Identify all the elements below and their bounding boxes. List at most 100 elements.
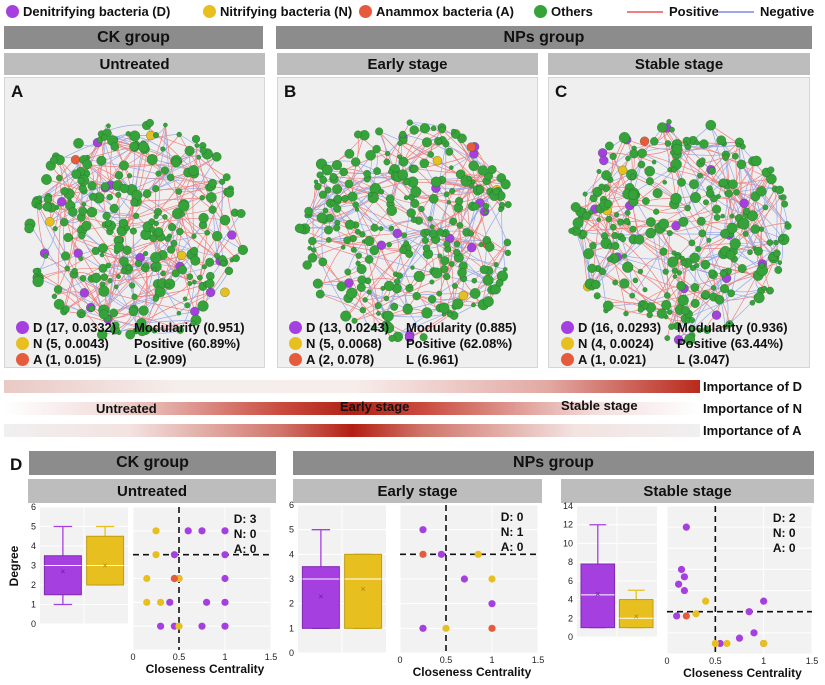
network-node-other	[716, 135, 727, 146]
stat-n-text: N (5, 0.0043)	[33, 336, 109, 351]
network-node-other	[728, 179, 738, 189]
legend-label: Nitrifying bacteria (N)	[220, 4, 353, 19]
network-node-other	[324, 225, 333, 235]
network-node-other	[653, 208, 660, 215]
network-node-other	[422, 244, 431, 252]
x-tick-label: 1.5	[806, 656, 819, 666]
network-node-other	[664, 335, 671, 341]
network-node-other	[110, 142, 120, 151]
network-node-nitrifying	[220, 287, 230, 297]
scatter-point-n	[711, 639, 719, 648]
network-node-other	[409, 125, 419, 135]
network-node-other	[125, 131, 131, 137]
network-node-other	[678, 216, 689, 227]
box-plot-untreated: 0 1 2 3 4 5 6 × ×	[31, 502, 128, 629]
network-node-other	[657, 122, 668, 133]
network-node-other	[383, 158, 391, 166]
stat-d-c: D (16, 0.0293)	[561, 320, 661, 335]
network-edge	[474, 242, 508, 281]
stat-a-text: A (2, 0.078)	[306, 352, 375, 367]
box-plot-early-stage: 0 1 2 3 4 5 6 × ×	[289, 500, 386, 658]
y-tick-label: 6	[289, 500, 294, 510]
network-node-other	[312, 278, 323, 289]
legend-dot-icon	[203, 5, 216, 18]
network-node-other	[781, 200, 789, 208]
network-node-other	[659, 247, 668, 256]
network-panel-a: A	[4, 77, 265, 368]
network-node-other	[492, 187, 500, 196]
panel-letter-b: B	[284, 82, 297, 101]
network-node-other	[713, 214, 721, 221]
network-node-other	[598, 183, 605, 190]
network-node-nitrifying	[177, 250, 187, 261]
scatter-point-n	[488, 575, 496, 583]
network-node-other	[749, 300, 756, 306]
network-node-other	[383, 280, 395, 292]
network-node-other	[43, 253, 49, 259]
box-mean-marker: ×	[595, 589, 600, 599]
network-edge	[620, 221, 675, 254]
network-node-other	[339, 167, 348, 177]
network-edge	[604, 170, 624, 237]
scatter-point-n	[474, 550, 482, 558]
network-node-other	[366, 289, 372, 295]
network-edge	[356, 209, 427, 249]
network-node-other	[402, 304, 413, 315]
network-edge	[697, 183, 723, 250]
network-node-other	[708, 269, 716, 277]
network-node-other	[589, 242, 597, 250]
network-edge	[178, 134, 212, 187]
y-tick-label: 10	[563, 538, 573, 548]
network-node-other	[171, 157, 181, 168]
network-node-other	[63, 232, 73, 243]
stat-a-text: A (1, 0.015)	[33, 352, 102, 367]
network-node-other	[453, 248, 461, 256]
network-node-other	[61, 251, 71, 261]
legend-dot-icon	[6, 5, 19, 18]
network-node-other	[388, 334, 396, 342]
box-mean-marker: ×	[102, 561, 107, 571]
network-node-other	[669, 126, 675, 133]
scatter-point-n	[143, 574, 151, 583]
network-edge	[749, 189, 781, 253]
legend-item-denitrifying-bacteria-d: Denitrifying bacteria (D)	[6, 4, 170, 19]
network-node-other	[629, 225, 637, 233]
d-early-header: Early stage	[293, 479, 542, 503]
network-node-other	[205, 279, 215, 289]
network-node-other	[394, 278, 401, 285]
scatter-point-d	[675, 580, 683, 588]
network-node-other	[153, 213, 159, 220]
d-nps-group-banner: NPs group	[293, 451, 814, 475]
y-tick-label: 0	[289, 648, 294, 658]
network-node-other	[176, 326, 184, 334]
network-node-other	[753, 292, 765, 304]
network-node-other	[109, 203, 119, 213]
stat-modularity-c: Modularity (0.936)	[677, 320, 788, 335]
network-node-denitrifying	[57, 197, 67, 207]
network-nodes	[568, 119, 792, 345]
scatter-point-d	[419, 624, 427, 632]
network-edge	[368, 175, 489, 180]
network-edge	[745, 223, 788, 235]
network-node-other	[113, 242, 124, 253]
network-node-other	[672, 274, 678, 279]
network-node-other	[219, 214, 231, 226]
network-node-other	[107, 278, 113, 284]
scatter-plot-stable-stage: 0 0.5 1 1.5 D: 2N: 0A: 0 Closeness Centrality	[664, 505, 819, 680]
network-node-other	[611, 231, 619, 240]
stat-n-c: N (4, 0.0024)	[561, 336, 654, 351]
network-node-other	[483, 210, 489, 215]
network-node-other	[700, 259, 711, 270]
network-node-other	[62, 305, 70, 313]
network-node-other	[153, 132, 159, 139]
network-node-other	[699, 157, 706, 164]
stat-l-a: L (2.909)	[134, 352, 187, 367]
network-node-other	[32, 267, 40, 275]
network-edge	[87, 161, 180, 168]
a-dot-icon	[16, 353, 29, 366]
y-tick-label: 3	[289, 574, 294, 584]
network-node-other	[628, 189, 639, 200]
network-node-denitrifying	[79, 288, 90, 298]
box-mean-marker: ×	[60, 566, 65, 576]
network-node-other	[427, 151, 434, 158]
